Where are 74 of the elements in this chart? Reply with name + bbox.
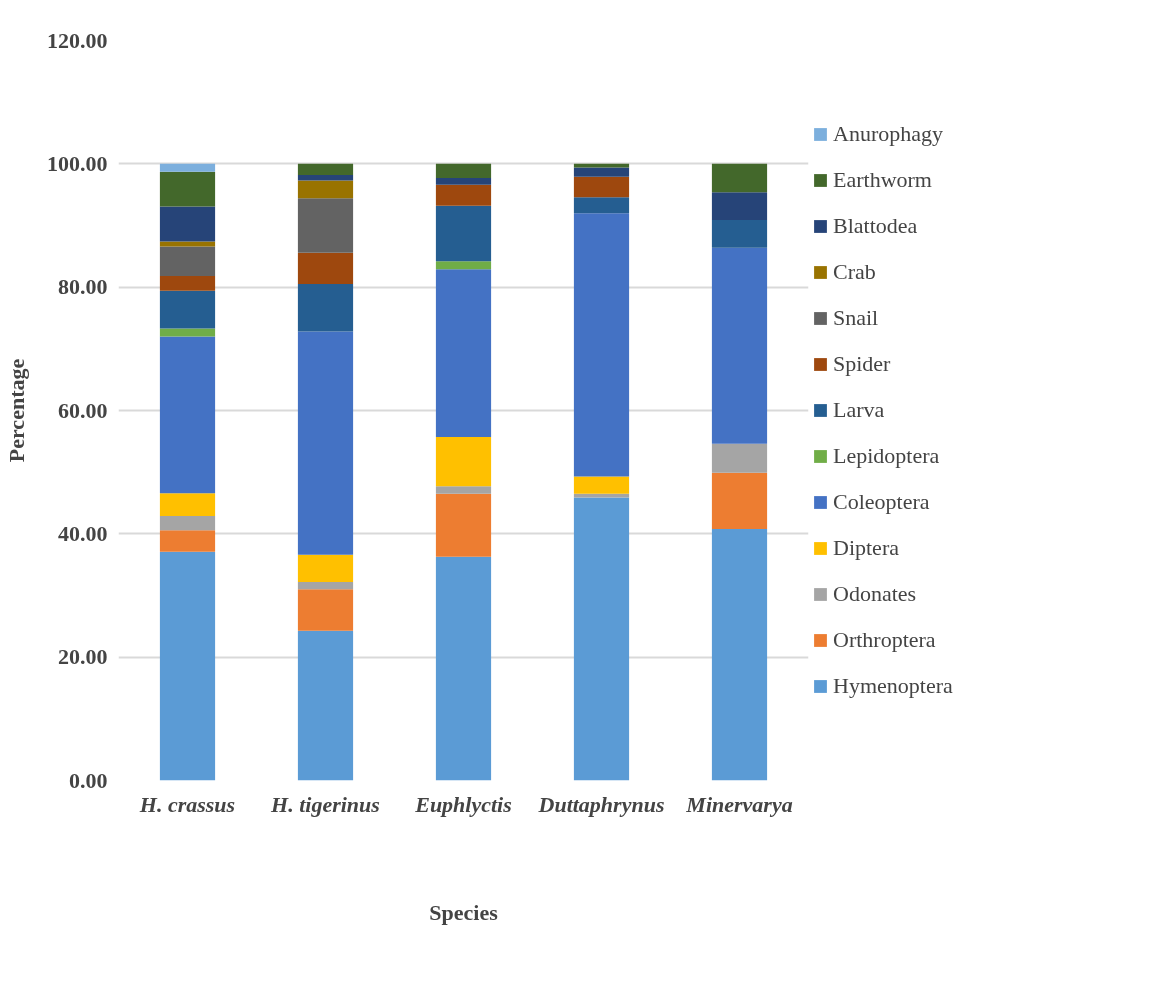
- bar: [297, 554, 354, 582]
- bar: [159, 515, 216, 531]
- bar: [711, 192, 768, 220]
- bar: [435, 178, 492, 185]
- legend-label: Hymenoptera: [833, 673, 953, 699]
- legend-label: Crab: [833, 259, 876, 285]
- bar: [297, 198, 354, 253]
- bar: [573, 497, 630, 781]
- x-tick-label: Minervarya: [685, 791, 793, 817]
- bar: [159, 246, 216, 277]
- legend-label: Snail: [833, 305, 879, 331]
- bar: [711, 163, 768, 193]
- bar: [573, 163, 630, 168]
- bar: [435, 205, 492, 262]
- bar: [297, 284, 354, 332]
- bar: [711, 472, 768, 529]
- legend-label: Lepidoptera: [833, 443, 940, 469]
- legend-label: Anurophagy: [833, 121, 943, 147]
- bar: [573, 167, 630, 177]
- y-tick-label: 0.00: [69, 767, 108, 793]
- x-tick-label: H. crassus: [138, 791, 236, 817]
- y-tick-label: 80.00: [58, 274, 108, 300]
- bar: [159, 336, 216, 494]
- bar: [297, 174, 354, 181]
- legend-label: Coleoptera: [833, 489, 930, 515]
- bar: [297, 163, 354, 175]
- x-tick-label: Euphlyctis: [414, 791, 512, 817]
- y-tick-label: 120.00: [47, 27, 108, 53]
- bar: [435, 556, 492, 781]
- bar: [159, 206, 216, 242]
- bar: [573, 476, 630, 494]
- bar: [711, 443, 768, 473]
- y-tick-label: 60.00: [58, 397, 108, 423]
- bar: [435, 493, 492, 557]
- bar: [159, 276, 216, 291]
- legend-label: Odonates: [833, 581, 917, 607]
- y-axis-title: Percentage: [4, 358, 29, 463]
- bar: [711, 219, 768, 248]
- bar: [435, 437, 492, 487]
- legend-label: Earthworm: [833, 167, 932, 193]
- bar: [435, 261, 492, 270]
- bar: [435, 269, 492, 438]
- bar: [297, 331, 354, 555]
- legend-label: Blattodea: [833, 213, 918, 239]
- bar: [159, 290, 216, 329]
- bar: [159, 551, 216, 781]
- bar: [711, 528, 768, 781]
- bar: [159, 493, 216, 516]
- legend-label: Larva: [833, 397, 885, 423]
- bar: [159, 530, 216, 552]
- bar: [435, 486, 492, 494]
- legend-label: Orthroptera: [833, 627, 936, 653]
- x-tick-label: H. tigerinus: [270, 791, 380, 817]
- bar: [297, 589, 354, 631]
- x-tick-label: Duttaphrynus: [537, 791, 665, 817]
- bar: [159, 328, 216, 337]
- bar: [435, 184, 492, 206]
- bar: [711, 247, 768, 444]
- y-tick-label: 40.00: [58, 520, 108, 546]
- bar: [297, 581, 354, 590]
- bar: [159, 163, 216, 172]
- bar: [297, 180, 354, 199]
- bar: [297, 630, 354, 781]
- bar: [435, 163, 492, 179]
- legend-label: Spider: [833, 351, 891, 377]
- bar: [297, 252, 354, 285]
- x-axis-title: Species: [429, 899, 499, 925]
- bar: [573, 176, 630, 198]
- legend-label: Diptera: [833, 535, 899, 561]
- y-tick-label: 100.00: [47, 150, 108, 176]
- bar: [573, 197, 630, 214]
- bar: [573, 213, 630, 477]
- bar: [159, 171, 216, 207]
- y-tick-label: 20.00: [58, 644, 108, 670]
